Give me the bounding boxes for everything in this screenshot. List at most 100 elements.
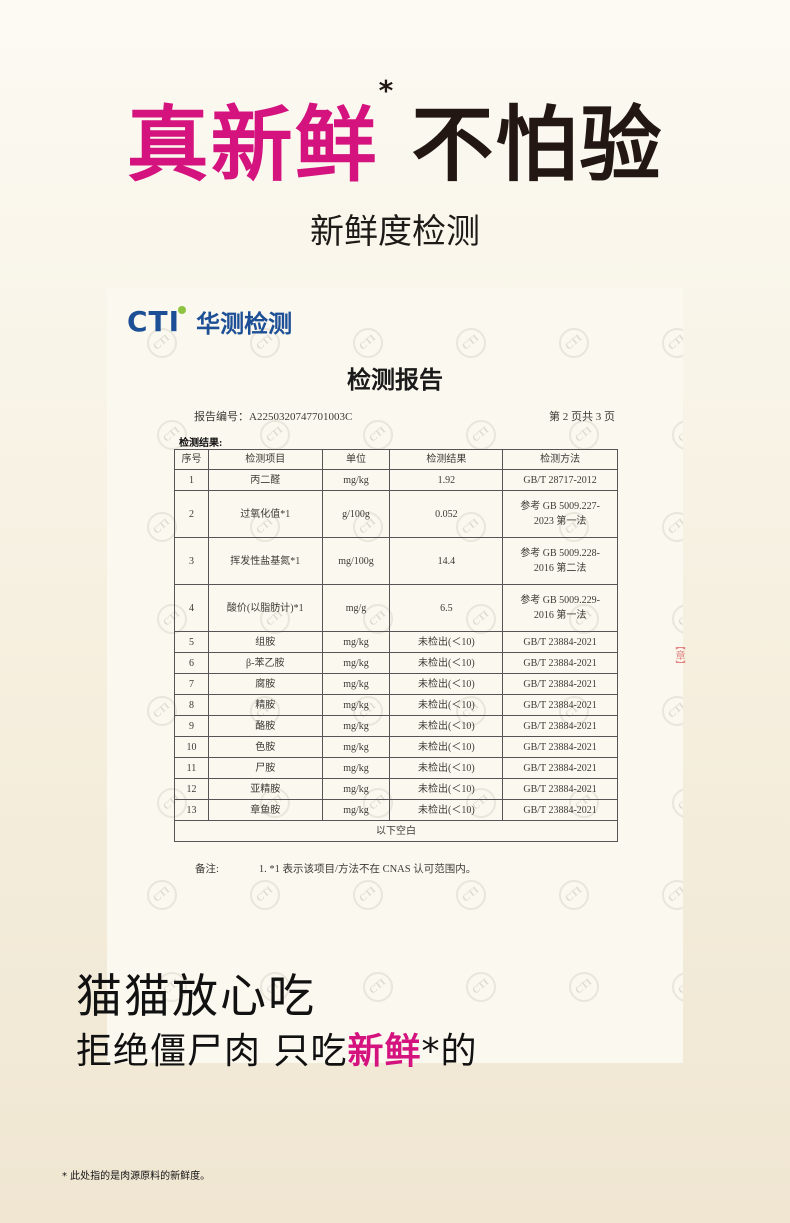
column-header: 检测方法 [502,449,618,470]
table-cell: 未检出(＜10) [389,778,504,800]
results-label: 检测结果: [179,438,223,449]
blank-below-row: 以下空白 [174,820,618,842]
table-cell: 4 [174,584,209,632]
cti-watermark-icon: CTI [140,873,184,917]
table-cell: GB/T 23884-2021 [502,631,618,653]
table-cell: β-苯乙胺 [207,652,323,674]
table-row: 13 章鱼胺 mg/kg 未检出(＜10) GB/T 23884-2021 [174,799,618,821]
cti-watermark-icon: CTI [552,873,596,917]
cti-watermark-icon: CTI [552,321,596,365]
table-cell: 6.5 [389,584,504,632]
footnote: * 此处指的是肉源原料的新鲜度。 [62,1171,211,1182]
table-cell: 酪胺 [207,715,323,737]
table-cell: GB/T 23884-2021 [502,652,618,674]
table-cell: mg/kg [321,694,391,716]
tagline-2-post: *的 [421,1031,478,1072]
table-cell: 0.052 [389,490,504,538]
tagline-2: 拒绝僵尸肉 只吃新鲜*的 [76,1022,477,1074]
tagline-2-highlight: 新鲜 [347,1031,422,1072]
table-cell: 精胺 [207,694,323,716]
table-row: 11 尸胺 mg/kg 未检出(＜10) GB/T 23884-2021 [174,757,618,779]
tagline-2-pre: 拒绝僵尸肉 只吃 [76,1031,348,1072]
table-cell: 未检出(＜10) [389,736,504,758]
table-cell: 组胺 [207,631,323,653]
table-cell: mg/kg [321,757,391,779]
results-table: 序号 检测项目 单位 检测结果 检测方法 1 丙二醛 mg/kg 1.92 GB/T 28717… [174,449,618,842]
table-row: 1 丙二醛 mg/kg 1.92 GB/T 28717-2012 [174,469,618,491]
table-row: 4 酸价(以脂肪计)*1 mg/g 6.5 参考 GB 5009.229-2016 第一… [174,584,618,632]
table-cell: GB/T 23884-2021 [502,673,618,695]
table-cell: mg/kg [321,778,391,800]
table-cell: GB/T 23884-2021 [502,694,618,716]
table-cell: mg/kg [321,469,391,491]
table-cell: 未检出(＜10) [389,673,504,695]
cti-watermark-icon: CTI [346,873,390,917]
table-cell: 尸胺 [207,757,323,779]
cti-watermark-icon: CTI [243,873,287,917]
cti-watermark-icon: CTI [665,781,683,825]
table-cell: mg/g [321,584,391,632]
table-cell: 未检出(＜10) [389,694,504,716]
table-cell: 参考 GB 5009.229-2016 第一法 [502,584,618,632]
headline-asterisk: * [378,74,396,107]
remarks: 备注: 1. *1 表示该项目/方法不在 CNAS 认可范围内。 [195,861,476,876]
headline: 真新鲜* 不怕验 [0,74,790,197]
table-cell: 11 [174,757,209,779]
table-cell: 1.92 [389,469,504,491]
table-row: 7 腐胺 mg/kg 未检出(＜10) GB/T 23884-2021 [174,673,618,695]
table-cell: mg/kg [321,631,391,653]
table-cell: 色胺 [207,736,323,758]
table-cell: 丙二醛 [207,469,323,491]
table-row: 8 精胺 mg/kg 未检出(＜10) GB/T 23884-2021 [174,694,618,716]
cti-watermark-icon: CTI [459,965,503,1009]
test-report-document: CTI CTI CTI CTI CTI CTI CTI CTI CTI CTI CTI CTI CTI C… [107,288,683,1063]
table-cell: 6 [174,652,209,674]
remarks-text: 1. *1 表示该项目/方法不在 CNAS 认可范围内。 [258,864,477,875]
table-cell: mg/kg [321,799,391,821]
report-number: 报告编号：A2250320747701003C [194,411,353,423]
table-cell: 1 [174,469,209,491]
cti-watermark-icon: CTI [356,965,400,1009]
column-header: 检测结果 [389,449,504,470]
table-cell: 未检出(＜10) [389,757,504,779]
cti-watermark-icon: CTI [655,873,683,917]
table-cell: 5 [174,631,209,653]
headline-dark: 不怕验 [411,98,664,193]
subtitle: 新鲜度检测 [310,212,480,252]
cti-watermark-icon: CTI [665,597,683,641]
table-cell: GB/T 23884-2021 [502,736,618,758]
cti-watermark-icon: CTI [562,965,606,1009]
table-row: 9 酪胺 mg/kg 未检出(＜10) GB/T 23884-2021 [174,715,618,737]
headline-pink: 真新鲜 [126,98,379,193]
table-cell: GB/T 23884-2021 [502,778,618,800]
column-header: 单位 [321,449,391,470]
column-header: 检测项目 [207,449,323,470]
logo-en: CTI [127,305,181,338]
table-cell: mg/kg [321,673,391,695]
red-stamp: 【章】 [673,640,684,670]
table-cell: mg/kg [321,736,391,758]
table-cell: 14.4 [389,537,504,585]
table-row: 5 组胺 mg/kg 未检出(＜10) GB/T 23884-2021 [174,631,618,653]
table-cell: 未检出(＜10) [389,652,504,674]
table-cell: mg/kg [321,715,391,737]
table-cell: 9 [174,715,209,737]
cti-watermark-icon: CTI [449,873,493,917]
table-cell: 8 [174,694,209,716]
table-cell: 未检出(＜10) [389,799,504,821]
table-cell: 酸价(以脂肪计)*1 [207,584,323,632]
remarks-label: 备注: [195,864,219,875]
cti-watermark-icon: CTI [665,413,683,457]
table-cell: 未检出(＜10) [389,631,504,653]
table-row: 12 亚精胺 mg/kg 未检出(＜10) GB/T 23884-2021 [174,778,618,800]
table-cell: 10 [174,736,209,758]
cti-watermark-icon: CTI [346,321,390,365]
table-row: 6 β-苯乙胺 mg/kg 未检出(＜10) GB/T 23884-2021 [174,652,618,674]
report-title: 检测报告 [347,366,443,394]
table-cell: 腐胺 [207,673,323,695]
table-cell: 挥发性盐基氮*1 [207,537,323,585]
cti-watermark-icon: CTI [655,505,683,549]
table-cell: 章鱼胺 [207,799,323,821]
table-cell: 未检出(＜10) [389,715,504,737]
table-row: 3 挥发性盐基氮*1 mg/100g 14.4 参考 GB 5009.228-2016 … [174,537,618,585]
